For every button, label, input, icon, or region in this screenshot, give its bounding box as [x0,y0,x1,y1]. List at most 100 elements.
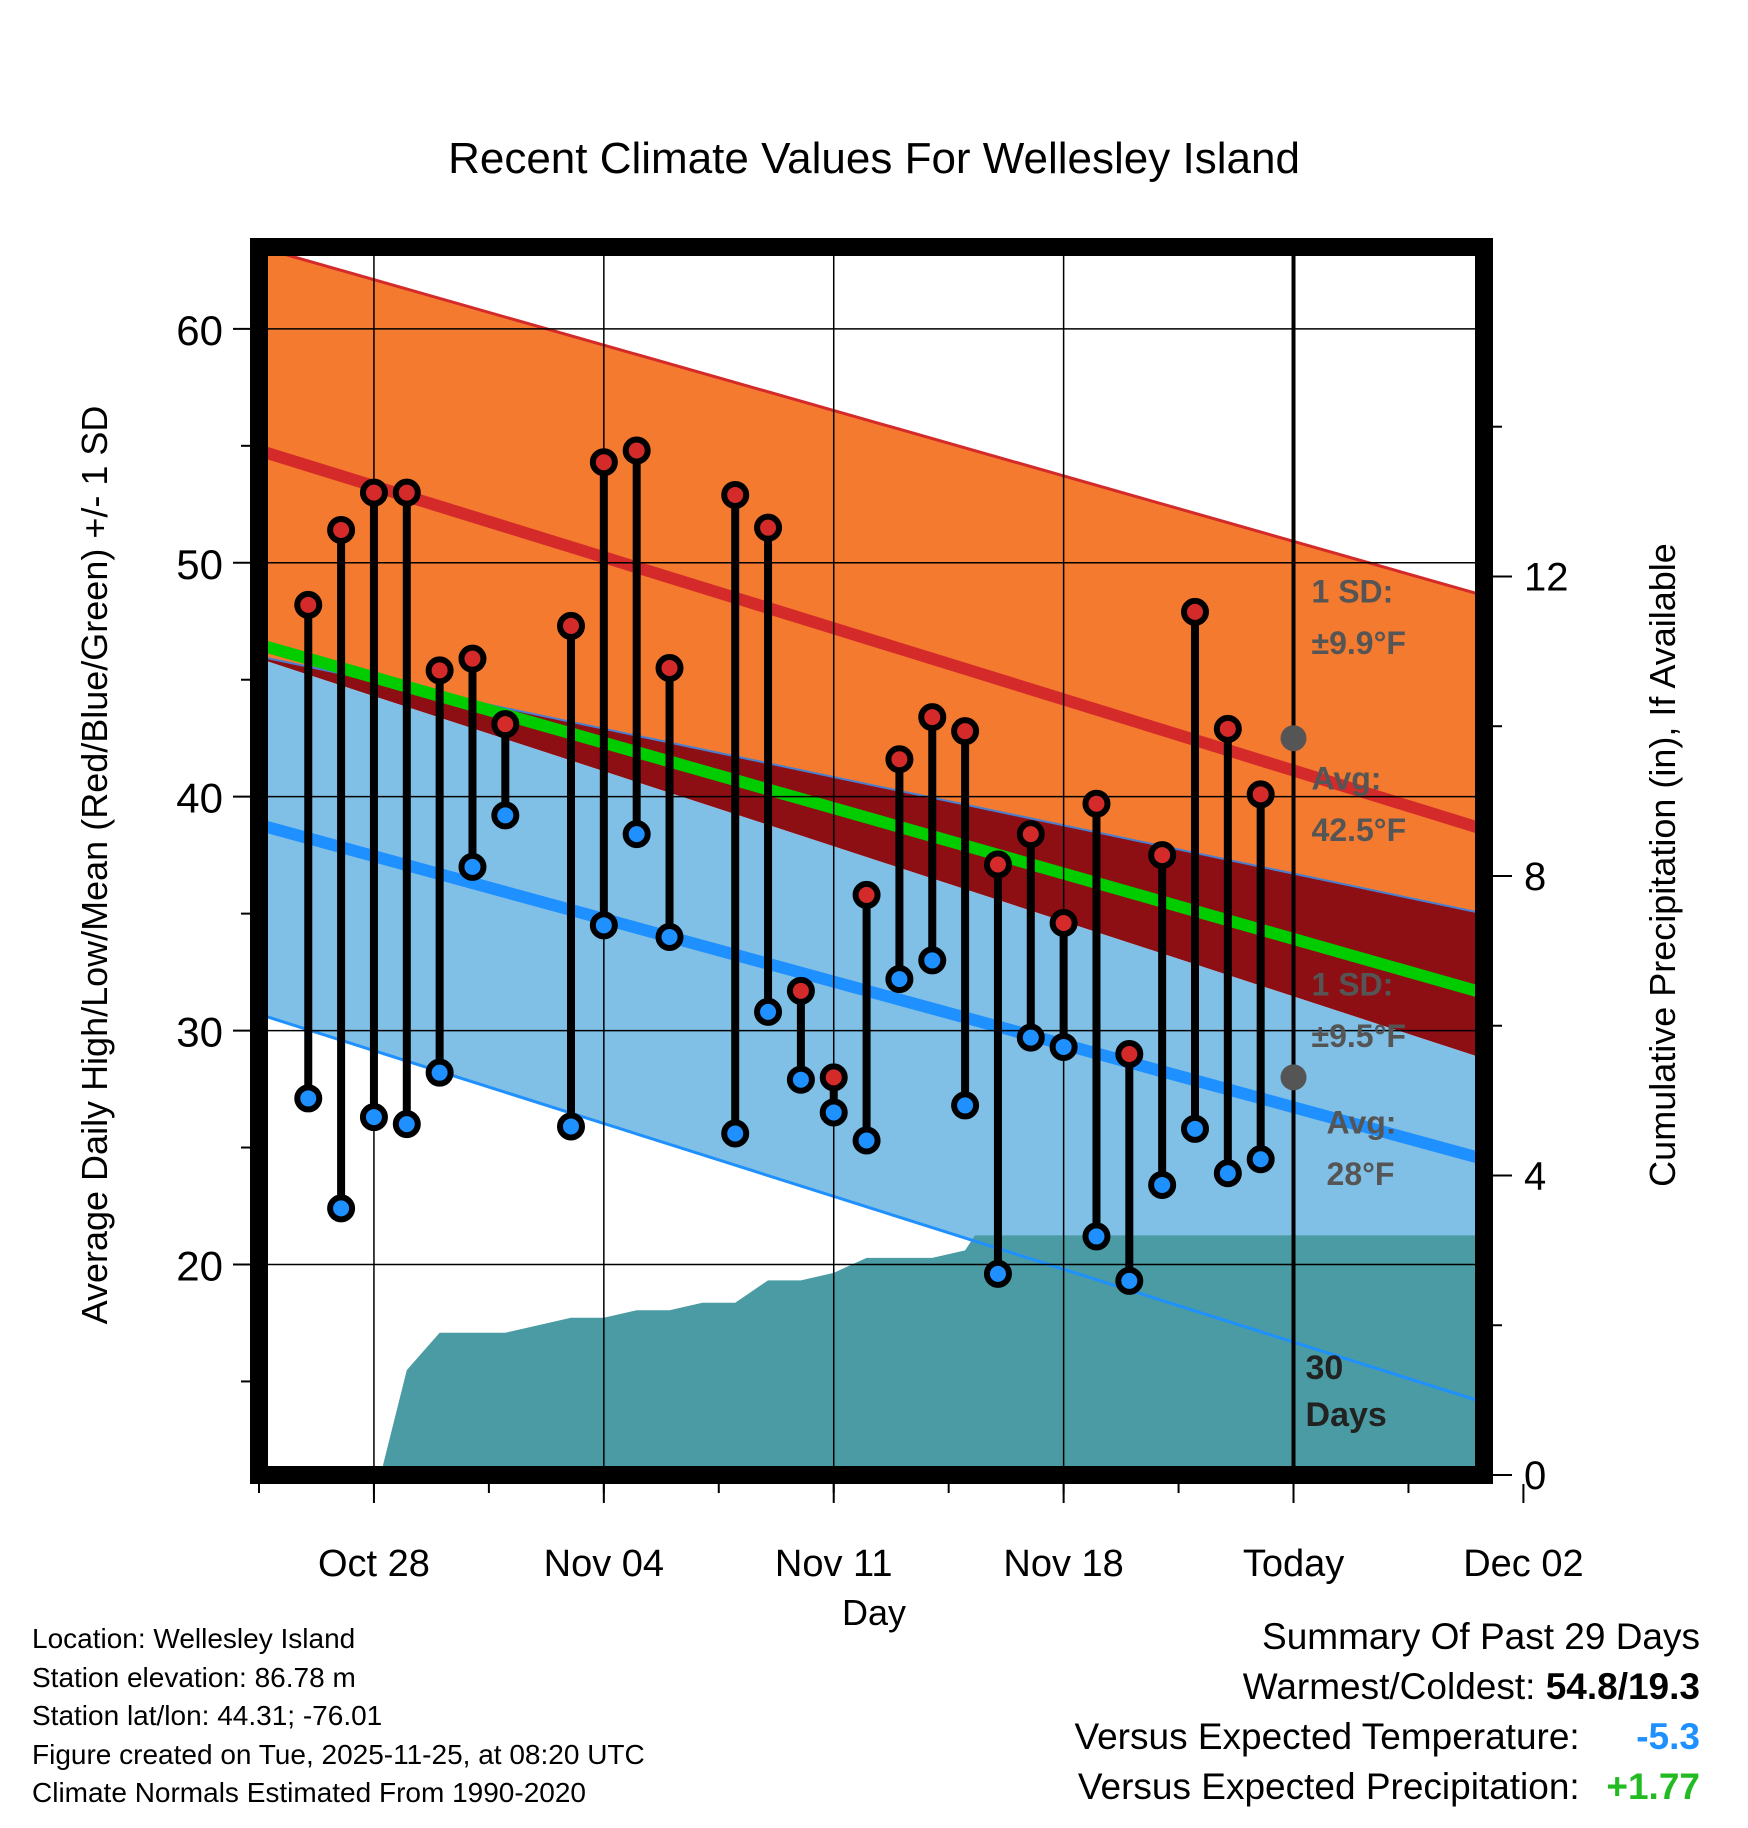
high-temp-point [852,880,881,909]
low-lower-line [259,1012,1484,1404]
summary-temp: Versus Expected Temperature: -5.3 [1074,1712,1700,1762]
high-temp-point [721,480,750,509]
high-temp-point [1213,714,1242,743]
low-temp-point [1115,1266,1144,1295]
low-temp-point [458,852,487,881]
y2-tick-label: 12 [1524,555,1569,599]
y-tick-label: 40 [176,775,223,822]
days-word-label: Days [1306,1396,1387,1434]
x-tick-label: Nov 11 [775,1543,893,1585]
low-temp-point [754,997,783,1026]
high-temp-point [622,436,651,465]
low-temp-point [359,1103,388,1132]
low-temp-point [622,820,651,849]
low-temp-point [951,1091,980,1120]
high-mean-line [259,444,1484,836]
high-avg-value: 42.5°F [1312,812,1407,848]
high-upper-line [259,247,1484,597]
x-tick-label: Today [1243,1543,1344,1585]
x-tick-label: Oct 28 [318,1543,430,1585]
precip-vs-expected-value: +1.77 [1606,1766,1700,1807]
low-sd-label: 1 SD: [1312,966,1394,1002]
low-temp-point [983,1259,1012,1288]
y-tick-label: 60 [176,307,223,354]
info-elevation: Station elevation: 86.78 m [32,1661,356,1693]
low-temp-point [721,1119,750,1148]
high-temp-point [359,478,388,507]
high-temp-point [754,513,783,542]
high-temp-point [1082,789,1111,818]
today-high-avg-marker [1280,725,1307,752]
low-temp-point [1082,1222,1111,1251]
high-temp-point [392,478,421,507]
high-sd-label: 1 SD: [1312,574,1394,610]
high-temp-point [951,717,980,746]
today-low-avg-marker [1280,1064,1307,1091]
low-mean-line [259,818,1484,1166]
low-temp-point [852,1126,881,1155]
high-temp-point [786,976,815,1005]
low-temp-point [327,1194,356,1223]
high-avg-label: Avg: [1312,761,1382,797]
high-temp-point [327,516,356,545]
low-temp-point [885,965,914,994]
mean-line [259,638,1484,999]
station-info: Location: Wellesley Island Station eleva… [32,1620,645,1813]
high-temp-point [1016,820,1045,849]
summary-precip: Versus Expected Precipitation: +1.77 [1074,1762,1700,1812]
high-temp-point [819,1063,848,1092]
y-axis-label: Average Daily High/Low/Mean (Red/Blue/Gr… [74,406,115,1325]
low-temp-point [556,1112,585,1141]
y2-tick-label: 8 [1524,855,1546,899]
low-temp-point [1049,1032,1078,1061]
high-temp-point [1148,841,1177,870]
low-temp-point [294,1084,323,1113]
warm-cold-label: Warmest/Coldest: [1242,1666,1536,1707]
low-temp-point [491,801,520,830]
low-temp-point [918,946,947,975]
low-temp-point [1246,1145,1275,1174]
high-temp-point [294,590,323,619]
plot-frame [250,238,1493,1484]
y-tick-label: 20 [176,1242,223,1289]
x-tick-label: Nov 04 [544,1543,664,1585]
high-temp-point [491,710,520,739]
info-normals: Climate Normals Estimated From 1990-2020 [32,1777,586,1808]
y-tick-label: 30 [176,1009,223,1056]
high-temp-point [918,703,947,732]
high-temp-point [1115,1039,1144,1068]
high-sd-value: ±9.9°F [1312,625,1406,661]
info-created: Figure created on Tue, 2025-11-25, at 08… [32,1738,645,1770]
precip-vs-expected-label: Versus Expected Precipitation: [1077,1766,1580,1807]
days-count-label: 30 [1306,1349,1344,1387]
high-temp-point [885,745,914,774]
low-temp-point [1016,1023,1045,1052]
high-sd-band [259,247,1484,914]
low-sd-value: ±9.5°F [1312,1018,1406,1054]
low-temp-point [1213,1159,1242,1188]
y-tick-label: 50 [176,541,223,588]
low-temp-point [425,1058,454,1087]
low-temp-point [655,923,684,952]
low-temp-point [392,1110,421,1139]
high-temp-point [983,850,1012,879]
low-avg-label: Avg: [1327,1104,1397,1140]
gridlines [259,247,1484,1475]
low-temp-point [819,1098,848,1127]
high-temp-point [1180,597,1209,626]
high-temp-point [589,448,618,477]
x-axis-label: Day [842,1592,906,1633]
x-tick-label: Dec 02 [1463,1543,1583,1585]
x-tick-label: Nov 18 [1003,1543,1123,1585]
summary-title: Summary Of Past 29 Days [1262,1616,1700,1657]
high-temp-point [425,656,454,685]
high-temp-point [458,644,487,673]
overlap-band [259,656,1484,1059]
temp-vs-expected-label: Versus Expected Temperature: [1074,1716,1580,1757]
high-temp-point [1246,780,1275,809]
high-temp-point [655,654,684,683]
y2-tick-label: 0 [1524,1454,1546,1498]
low-temp-point [1148,1170,1177,1199]
high-temp-point [1049,908,1078,937]
